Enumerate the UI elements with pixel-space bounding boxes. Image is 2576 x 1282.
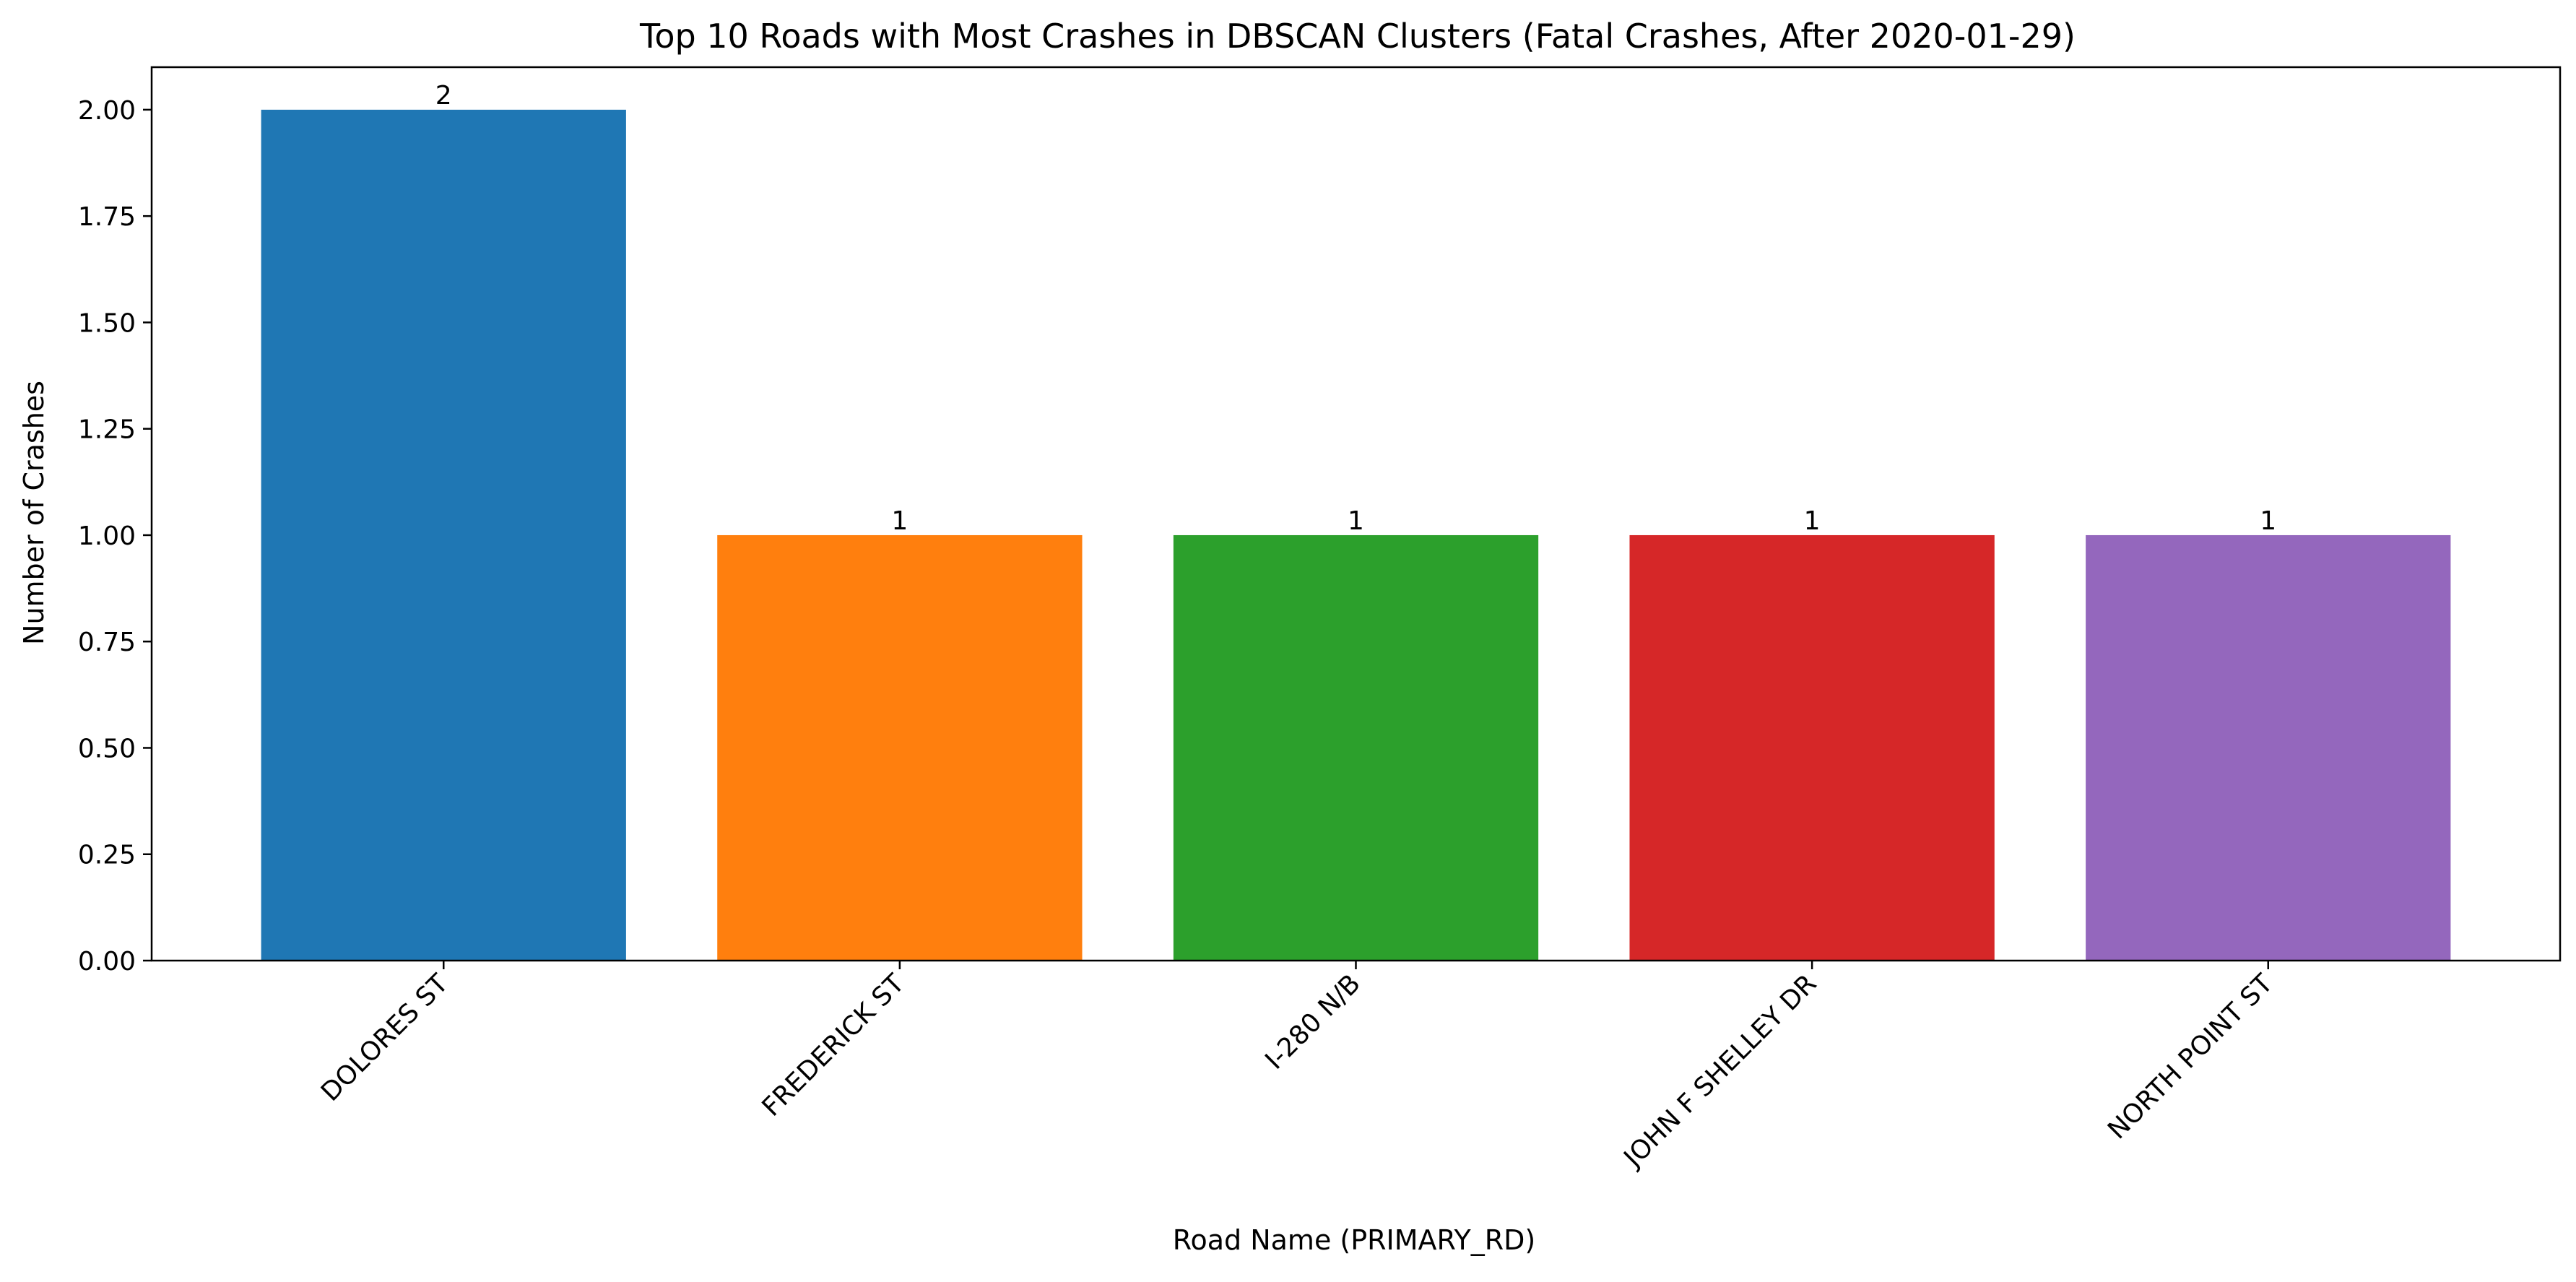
bar-dolores-st xyxy=(261,109,626,961)
bar-john-f-shelley-dr xyxy=(1629,534,1995,961)
y-tick-label: 1.00 xyxy=(78,521,136,551)
y-tick-label: 0.25 xyxy=(78,841,136,870)
y-tick-label: 0.00 xyxy=(78,947,136,976)
x-tick-label: JOHN F SHELLEY DR xyxy=(1618,969,1823,1174)
data-label: 1 xyxy=(1804,506,1821,536)
data-label: 1 xyxy=(1348,506,1364,536)
chart-title: Top 10 Roads with Most Crashes in DBSCAN… xyxy=(639,17,2076,56)
y-axis-label: Number of Crashes xyxy=(18,381,50,645)
x-tick-label: NORTH POINT ST xyxy=(2102,969,2279,1145)
data-label: 1 xyxy=(2260,506,2276,536)
y-tick-label: 0.75 xyxy=(78,628,136,657)
bar-north-point-st xyxy=(2086,534,2451,961)
y-tick-label: 1.25 xyxy=(78,415,136,445)
data-label: 1 xyxy=(891,506,908,536)
x-tick-label: FREDERICK ST xyxy=(757,969,911,1122)
x-tick-label: DOLORES ST xyxy=(316,969,454,1107)
plot-area: 2 1 1 1 1 0.00 0.25 0.50 0.75 1.00 1.25 1.50 1.75 2.0… xyxy=(78,66,2562,1174)
y-tick-label: 2.00 xyxy=(78,96,136,126)
y-tick-label: 1.75 xyxy=(78,202,136,232)
y-tick-label: 1.50 xyxy=(78,308,136,338)
bar-i-280-n-b xyxy=(1173,534,1539,961)
x-tick-label: I-280 N/B xyxy=(1259,969,1366,1075)
bar-frederick-st xyxy=(717,534,1083,961)
data-label: 2 xyxy=(435,81,452,111)
x-axis-label: Road Name (PRIMARY_RD) xyxy=(1173,1224,1535,1256)
y-tick-label: 0.50 xyxy=(78,734,136,763)
